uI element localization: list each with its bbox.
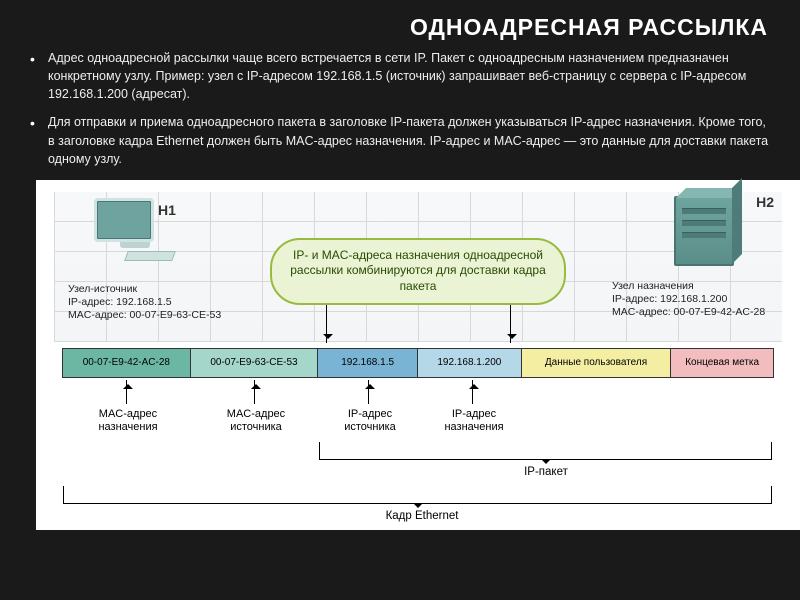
- monitor-stand: [120, 242, 150, 248]
- slide-content: Адрес одноадресной рассылки чаще всего в…: [0, 49, 800, 530]
- bullet-item: Адрес одноадресной рассылки чаще всего в…: [36, 49, 772, 103]
- host-source-mac: MAC-адрес: 00-07-E9-63-CE-53: [68, 309, 228, 322]
- host-source-role: Узел-источник: [68, 283, 228, 296]
- bullet-item: Для отправки и приема одноадресного паке…: [36, 113, 772, 167]
- host-source-ip: IP-адрес: 192.168.1.5: [68, 296, 228, 309]
- arrow-up-icon: [368, 380, 369, 404]
- host-dest-role: Узел назначения: [612, 280, 782, 293]
- slide-title: ОДНОАДРЕСНАЯ РАССЫЛКА: [0, 0, 800, 49]
- server-slot: [682, 208, 726, 214]
- server-icon: [674, 196, 734, 266]
- packet-cell-src-mac: 00-07-E9-63-CE-53: [191, 349, 319, 377]
- bracket-ip-packet: [319, 442, 772, 460]
- server-slot: [682, 232, 726, 238]
- arrow-up-icon: [472, 380, 473, 404]
- arrow-down-icon: [326, 305, 327, 343]
- packet-cell-dst-mac: 00-07-E9-42-AC-28: [63, 349, 191, 377]
- host-dest-ip: IP-адрес: 192.168.1.200: [612, 293, 782, 306]
- arrow-down-icon: [510, 305, 511, 343]
- host-source-caption: Узел-источник IP-адрес: 192.168.1.5 MAC-…: [68, 283, 228, 322]
- arrow-up-icon: [126, 380, 127, 404]
- center-callout: IP- и MAC-адреса назначения одноадресной…: [270, 238, 566, 305]
- host-source-pc: H1: [96, 200, 174, 270]
- label-dst-ip: IP-адрес назначения: [432, 408, 516, 434]
- packet-row: 00-07-E9-42-AC-28 00-07-E9-63-CE-53 192.…: [62, 348, 774, 378]
- label-src-mac: MAC-адрес источника: [212, 408, 300, 434]
- label-src-ip: IP-адрес источника: [330, 408, 410, 434]
- bracket-ethernet-frame: [63, 486, 772, 504]
- bullet-list: Адрес одноадресной рассылки чаще всего в…: [36, 49, 772, 168]
- label-dst-mac: MAC-адрес назначения: [84, 408, 172, 434]
- packet-cell-dst-ip: 192.168.1.200: [418, 349, 522, 377]
- label-ip-packet: IP-пакет: [506, 466, 586, 478]
- packet-cell-payload: Данные пользователя: [522, 349, 672, 377]
- packet-cell-src-ip: 192.168.1.5: [318, 349, 418, 377]
- host-source-name: H1: [158, 202, 176, 218]
- arrow-up-icon: [254, 380, 255, 404]
- network-diagram: H1 H2 Узел-источник IP-адрес: 192.168.1.…: [36, 180, 800, 530]
- label-ethernet-frame: Кадр Ethernet: [372, 510, 472, 522]
- host-dest-name: H2: [756, 194, 774, 210]
- monitor-icon: [96, 200, 152, 240]
- slide: ОДНОАДРЕСНАЯ РАССЫЛКА Адрес одноадресной…: [0, 0, 800, 600]
- host-dest-caption: Узел назначения IP-адрес: 192.168.1.200 …: [612, 280, 782, 319]
- host-dest-mac: MAC-адрес: 00-07-E9-42-AC-28: [612, 306, 782, 319]
- packet-cell-trailer: Концевая метка: [671, 349, 773, 377]
- host-dest-server: H2: [674, 196, 754, 288]
- keyboard-icon: [124, 251, 176, 261]
- server-slot: [682, 220, 726, 226]
